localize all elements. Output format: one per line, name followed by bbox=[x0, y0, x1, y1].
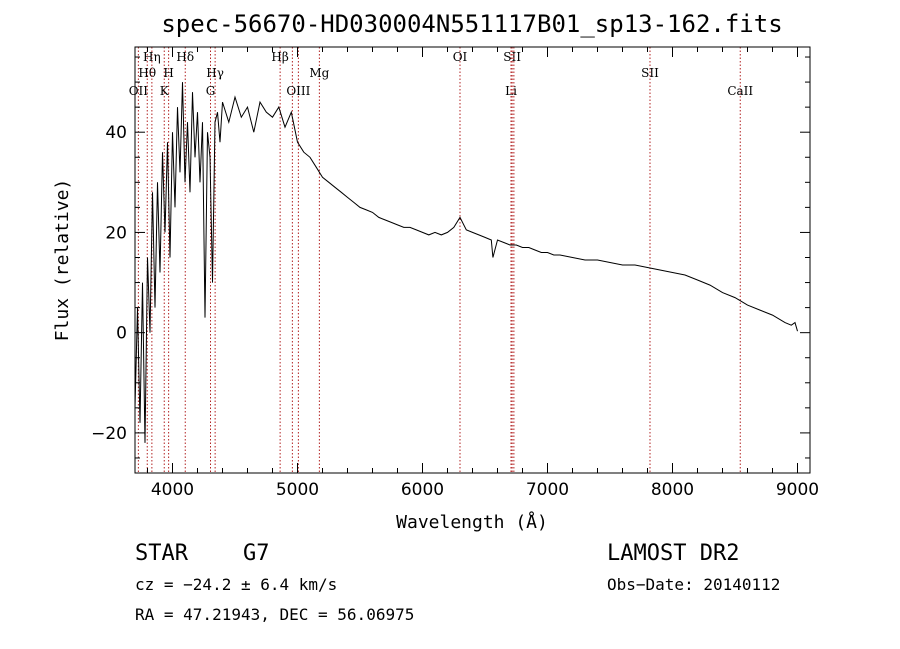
marker-label: SII bbox=[503, 50, 521, 64]
x-tick-label: 5000 bbox=[276, 480, 319, 500]
observation-date: Obs−Date: 20140112 bbox=[607, 575, 780, 594]
marker-label: Mg bbox=[309, 66, 329, 80]
axes: 4000 5000 6000 7000 8000 9000 −20 0 20 40 bbox=[91, 47, 819, 500]
x-tick-label: 8000 bbox=[651, 480, 694, 500]
x-tick-label: 7000 bbox=[526, 480, 569, 500]
coordinates: RA = 47.21943, DEC = 56.06975 bbox=[135, 605, 414, 624]
marker-label: Hβ bbox=[271, 50, 288, 64]
survey-name: LAMOST DR2 bbox=[607, 541, 739, 566]
marker-label: OIII bbox=[286, 84, 310, 98]
marker-label: Hδ bbox=[176, 50, 194, 64]
marker-label: OII bbox=[129, 84, 149, 98]
x-axis-label: Wavelength (Å) bbox=[396, 511, 548, 533]
marker-label: Li bbox=[505, 84, 517, 98]
redshift-cz: cz = −24.2 ± 6.4 km/s bbox=[135, 575, 337, 594]
marker-label: SII bbox=[641, 66, 659, 80]
marker-label: Hθ bbox=[138, 66, 156, 80]
object-type: STAR bbox=[135, 541, 189, 566]
marker-label: Hγ bbox=[206, 66, 224, 80]
marker-label: CaII bbox=[727, 84, 753, 98]
x-tick-label: 6000 bbox=[401, 480, 444, 500]
plot-frame bbox=[134, 46, 811, 474]
y-tick-label: 20 bbox=[105, 223, 127, 243]
spectral-subclass: G7 bbox=[243, 541, 270, 566]
marker-label: Hη bbox=[143, 50, 161, 64]
marker-label: K bbox=[160, 84, 170, 98]
marker-label: H bbox=[163, 66, 173, 80]
x-tick-label: 9000 bbox=[776, 480, 819, 500]
y-tick-label: −20 bbox=[91, 424, 127, 444]
marker-label: G bbox=[206, 84, 216, 98]
spectrum-line bbox=[134, 82, 798, 443]
y-tick-label: 40 bbox=[105, 123, 127, 143]
y-tick-label: 0 bbox=[116, 324, 127, 344]
marker-label: OI bbox=[453, 50, 468, 64]
x-tick-label: 4000 bbox=[151, 480, 194, 500]
chart-title: spec-56670-HD030004N551117B01_sp13-162.f… bbox=[161, 10, 782, 38]
y-axis-label: Flux (relative) bbox=[52, 179, 73, 342]
